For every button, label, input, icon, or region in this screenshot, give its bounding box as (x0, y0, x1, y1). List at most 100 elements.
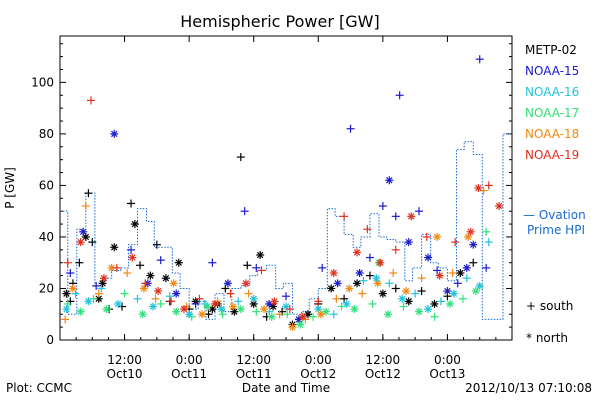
data-point (120, 289, 129, 298)
data-point (84, 297, 93, 306)
data-point (340, 212, 349, 221)
data-point (417, 274, 426, 283)
data-point (358, 289, 367, 298)
y-tick-label: 40 (39, 230, 54, 244)
data-point (342, 299, 351, 308)
data-point (495, 202, 504, 211)
data-point (256, 250, 265, 259)
data-point (136, 261, 145, 270)
data-point (229, 302, 238, 311)
data-point (436, 297, 445, 306)
data-point (282, 292, 290, 301)
data-point (167, 297, 176, 306)
data-point (81, 202, 90, 211)
data-point (446, 299, 455, 308)
data-point (127, 199, 136, 208)
data-point (424, 253, 433, 262)
data-point (236, 305, 245, 314)
data-point (241, 279, 250, 288)
data-point (92, 281, 101, 290)
data-point (314, 305, 323, 314)
legend-ovation-label: — Ovation (523, 208, 586, 222)
data-point (169, 279, 178, 288)
data-point (110, 243, 119, 252)
data-point (453, 279, 462, 288)
data-point (285, 305, 294, 314)
data-point (97, 284, 106, 293)
data-point (139, 284, 148, 293)
legend-entry: NOAA-16 (525, 85, 579, 99)
x-tick-date-label: Oct12 (365, 367, 401, 381)
data-point (391, 245, 400, 254)
data-point (252, 307, 261, 316)
data-point (395, 91, 404, 100)
data-point (203, 302, 212, 311)
x-tick-date-label: Oct12 (300, 367, 336, 381)
data-point (333, 279, 342, 288)
data-point (314, 297, 323, 306)
data-point (484, 181, 493, 190)
data-point (174, 258, 183, 267)
legend: METP-02 NOAA-15 NOAA-16 NOAA-17 NOAA-18 NOAA-… (523, 43, 586, 345)
data-point (88, 238, 97, 247)
data-point (152, 240, 161, 249)
data-point (110, 129, 119, 138)
data-point (469, 258, 478, 267)
data-point (404, 297, 413, 306)
data-point (130, 220, 139, 229)
y-tick-label: 0 (46, 333, 54, 347)
data-point (244, 289, 253, 298)
data-point (114, 299, 123, 308)
data-point (443, 287, 452, 296)
data-point (373, 279, 382, 288)
data-point (448, 269, 457, 278)
data-point (385, 176, 394, 185)
data-point (79, 227, 88, 236)
y-tick-label: 20 (39, 281, 54, 295)
x-tick-time-label: 0:00 (434, 353, 461, 367)
data-point (127, 245, 136, 254)
plot-area: 02040608010012:00Oct100:00Oct1112:00Oct1… (31, 35, 513, 381)
plot-credit: Plot: CCMC (6, 381, 72, 395)
data-point (391, 284, 400, 293)
data-point (399, 302, 408, 311)
data-point (148, 302, 157, 311)
data-point (252, 263, 261, 272)
x-tick-time-label: 12:00 (366, 353, 401, 367)
data-point (270, 297, 279, 306)
data-point (260, 305, 269, 314)
data-point (86, 96, 95, 105)
data-point (208, 258, 217, 267)
data-point (198, 310, 207, 319)
data-point (484, 238, 493, 247)
x-tick-date-label: Oct11 (236, 367, 272, 381)
data-point (146, 271, 155, 280)
data-point (76, 238, 85, 247)
data-point (469, 240, 478, 249)
data-point (430, 299, 439, 308)
data-point (430, 312, 439, 321)
data-point (318, 263, 327, 272)
data-point (475, 55, 484, 64)
data-point (112, 263, 121, 272)
data-point (391, 212, 400, 221)
ovation-hpi-line (60, 133, 512, 320)
x-axis-label: Date and Time (242, 381, 330, 395)
data-point (415, 207, 424, 216)
data-point (99, 274, 108, 283)
data-point (456, 269, 465, 278)
plot-timestamp: 2012/10/13 07:10:08 (465, 381, 592, 395)
data-point (68, 284, 77, 293)
data-point (226, 289, 235, 298)
data-point (376, 258, 385, 267)
legend-entry: NOAA-17 (525, 106, 579, 120)
data-point (63, 299, 72, 308)
legend-ovation-label-2: Prime HPI (527, 223, 585, 237)
data-point (138, 310, 147, 319)
data-point (415, 307, 424, 316)
data-point (283, 310, 292, 319)
data-point (353, 279, 362, 288)
data-point (141, 279, 150, 288)
data-point (474, 184, 483, 192)
